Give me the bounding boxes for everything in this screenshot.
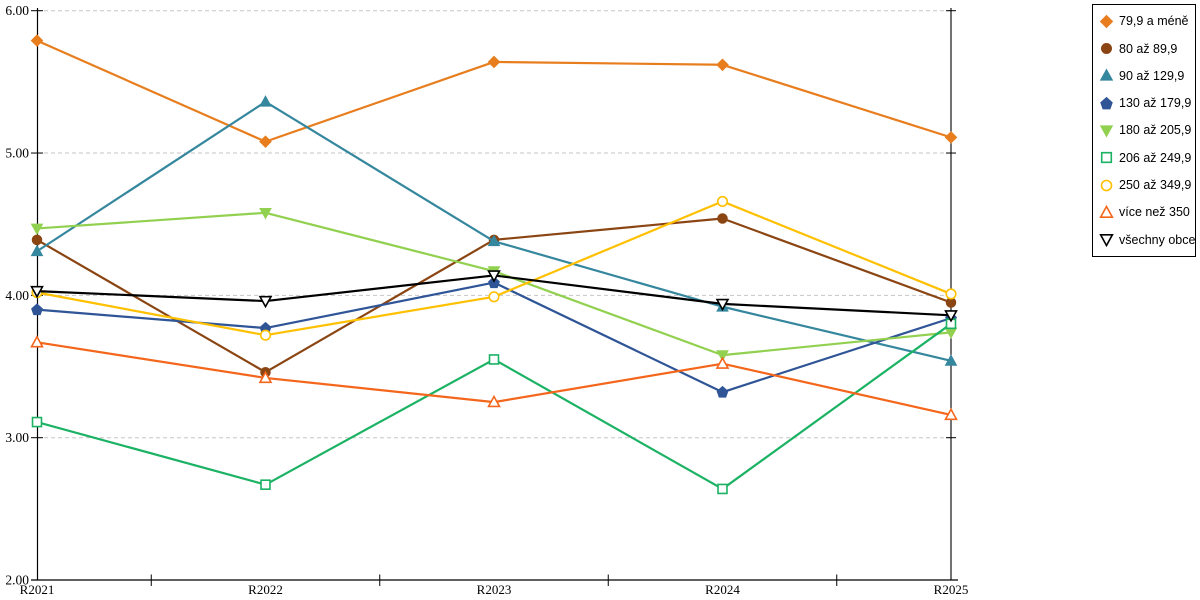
marker-square [31, 416, 43, 428]
marker-circle [717, 213, 728, 224]
marker-triangle-up [1099, 68, 1114, 82]
legend-marker-icon [1099, 125, 1114, 138]
marker-diamond [30, 34, 44, 47]
marker-square [260, 479, 271, 490]
marker-triangle-up [30, 244, 44, 257]
marker-triangle-up [944, 407, 958, 421]
legend-marker-icon [1099, 68, 1114, 82]
legend-marker-icon [1099, 234, 1114, 248]
legend-item-label: 90 až 129,9 [1119, 68, 1185, 83]
marker-triangle-down [258, 295, 273, 309]
legend-item-label: více než 350 [1119, 205, 1190, 220]
legend-item-label: 206 až 249,9 [1119, 150, 1192, 165]
y-axis-label: 4.00 [5, 288, 29, 303]
marker-diamond [259, 135, 272, 148]
legend-marker-icon [1101, 43, 1112, 55]
marker-triangle-down [487, 270, 501, 283]
y-axis-label: 5.00 [5, 146, 29, 161]
marker-triangle-up [487, 234, 501, 247]
legend-item-label: 130 až 179,9 [1119, 96, 1192, 111]
legend-marker-icon [1100, 152, 1113, 164]
marker-diamond [944, 131, 958, 144]
x-axis-label: R2021 [20, 582, 55, 597]
marker-triangle-down [944, 310, 958, 323]
series-line [35, 100, 953, 362]
marker-triangle-up [1099, 204, 1114, 218]
marker-pentagon [716, 385, 729, 398]
marker-pentagon [31, 303, 43, 316]
legend-item: 80 až 89,9 [1099, 36, 1195, 62]
legend-marker-icon [1100, 96, 1113, 110]
marker-circle [259, 329, 272, 341]
marker-square [1100, 152, 1113, 164]
legend-item: 206 až 249,9 [1099, 145, 1195, 171]
marker-pentagon [1100, 96, 1113, 110]
legend-item: 90 až 129,9 [1099, 63, 1195, 89]
legend-item: 180 až 205,9 [1099, 117, 1195, 143]
chart-legend: 79,9 a méně 80 až 89,9 90 až 129,9 130 až 1… [1092, 4, 1196, 257]
marker-diamond [716, 58, 729, 72]
marker-circle [1101, 43, 1112, 55]
marker-triangle-up [259, 95, 272, 107]
legend-marker-icon [1099, 14, 1114, 29]
y-axis-label: 6.00 [5, 3, 29, 18]
marker-circle [716, 195, 729, 207]
marker-circle [945, 288, 957, 300]
legend-item-label: 79,9 a méně [1119, 14, 1189, 29]
y-axis-label: 3.00 [5, 430, 29, 445]
marker-circle [1100, 179, 1113, 191]
x-axis-label: R2022 [248, 582, 283, 597]
legend-item-label: 250 až 349,9 [1119, 178, 1192, 193]
y-axis-label: 2.00 [5, 573, 29, 588]
legend-marker-icon [1100, 179, 1113, 191]
marker-triangle-down [716, 350, 729, 362]
marker-triangle-down [30, 285, 44, 299]
legend-item-label: 80 až 89,9 [1119, 41, 1178, 56]
marker-triangle-up [715, 356, 730, 369]
legend-item: všechny obce [1099, 227, 1195, 253]
legend-item: 250 až 349,9 [1099, 172, 1195, 198]
marker-triangle-up [487, 394, 501, 408]
legend-item: 79,9 a méně [1099, 8, 1195, 34]
marker-triangle-up [258, 370, 273, 384]
marker-triangle-up [944, 354, 958, 366]
marker-diamond [487, 55, 501, 69]
marker-triangle-up [30, 335, 44, 348]
marker-triangle-down [30, 223, 44, 236]
legend-item-label: 180 až 205,9 [1119, 123, 1192, 138]
legend-item-label: všechny obce [1119, 232, 1196, 247]
marker-triangle-down [259, 207, 272, 220]
legend-marker-icon [1099, 204, 1114, 218]
marker-circle [31, 234, 43, 246]
legend-item: 130 až 179,9 [1099, 90, 1195, 116]
marker-circle [488, 291, 500, 303]
marker-triangle-down [1099, 125, 1114, 138]
x-axis-label: R2025 [934, 582, 969, 597]
marker-triangle-down [1099, 234, 1114, 248]
marker-triangle-down [715, 298, 730, 312]
marker-square [488, 354, 500, 365]
marker-diamond [1099, 14, 1114, 29]
legend-item: více než 350 [1099, 199, 1195, 225]
x-axis-label: R2023 [477, 582, 512, 597]
marker-square [717, 483, 728, 495]
x-axis-label: R2024 [705, 582, 740, 597]
